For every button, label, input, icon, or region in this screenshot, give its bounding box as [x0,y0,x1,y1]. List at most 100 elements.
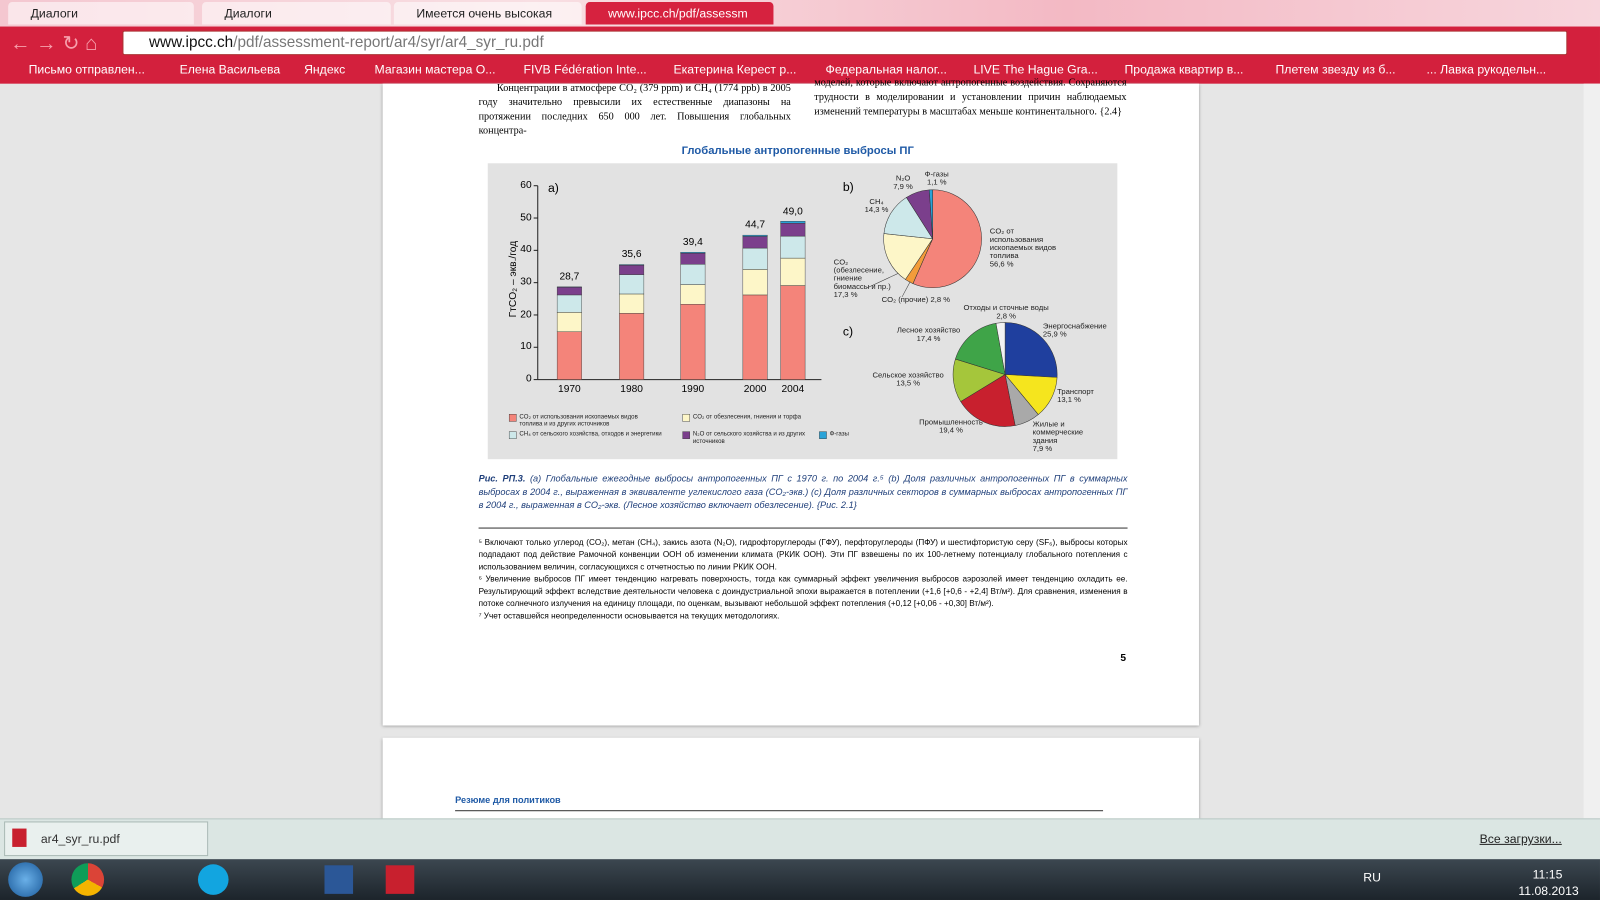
x-tick-label: 2004 [781,383,805,395]
pie-label-value: 7,9 % [1032,443,1053,454]
url[interactable]: www.ipcc.ch/pdf/assessment-report/ar4/sy… [149,34,544,51]
bookmark[interactable]: Екатерина Керест р... [673,62,797,77]
pie-label: CH₄ 14,3 % [861,196,892,215]
total-label: 28,7 [559,271,580,283]
pie-label: Ф-газы 1,1 % [919,170,954,186]
legend-label: CO₂ от обезлесения, гниения и торфа [692,414,802,421]
pie-label-value: 2,8 % [996,311,1016,321]
pie-label-name: Ф-газы [924,169,949,179]
y-tick-label: 30 [520,276,532,288]
pie-label: Промышленность 19,4 % [914,418,987,434]
total-label: 44,7 [745,219,766,232]
bar-segment [780,221,806,224]
pie-label: N₂O 7,9 % [888,174,919,190]
bar-segment [742,247,768,270]
pie-label-name: CH₄ [869,196,884,207]
start-button[interactable] [8,862,43,897]
all-downloads[interactable]: Все загрузки... [1479,831,1562,846]
pdf-icon [12,828,27,847]
bar-segment [619,264,645,266]
pie-label-value: 19,4 % [939,425,963,435]
bookmark[interactable]: LIVE The Hague Gra... [973,62,1098,77]
bar-segment [680,253,706,265]
pie-slice [960,374,1016,427]
pie-label: Транспорт 13,1 % [1057,386,1108,405]
pie-label-value: 13,1 % [1057,394,1081,405]
panel-label: c) [842,324,854,339]
footnote: ⁷ Учет оставшейся неопределенности основ… [478,611,780,621]
y-tick-label: 60 [520,179,532,191]
pie-label: CO₂ от использования ископаемых видов то… [989,227,1061,269]
tab[interactable]: Имеется очень высокая [393,2,582,25]
pie-label-value: 2,8 % [930,294,951,305]
legend-swatch [682,431,690,439]
x-tick-label: 2000 [743,383,767,395]
acrobat-icon[interactable] [385,865,415,894]
legend-label: N₂O от сельского хозяйства и из других и… [692,431,806,445]
bookmark[interactable]: Яндекс [304,62,346,77]
bar-segment [556,331,582,380]
tab-active[interactable]: www.ipcc.ch/pdf/assessm [585,2,774,25]
pie-label-name: Отходы и сточные воды [963,303,1049,313]
bookmark[interactable]: FIVB Fédération Inte... [523,62,647,77]
pie-label-value: 1,1 % [926,177,947,187]
pie-label-value: 25,9 % [1042,329,1067,339]
bar-segment [680,252,706,254]
footnotes: ⁵ Включают только углерод (CO₂), метан (… [479,537,1128,623]
pie-label-name: Транспорт [1057,386,1094,396]
pie-label-name: Лесное хозяйство [896,325,961,335]
word-icon[interactable] [324,865,354,894]
download-file[interactable]: ar4_syr_ru.pdf [40,831,120,846]
x-tick-label: 1990 [681,383,705,395]
pie-label-name: CO₂ (обезлесение, гниение биомассы и пр.… [833,257,891,291]
pie-slice [955,322,1006,375]
caption-label: Рис. РП.3. [478,473,526,484]
tab[interactable]: Диалоги [202,2,391,25]
legend-label: CO₂ от использования ископаемых видов то… [519,414,638,428]
bar-segment [780,235,806,259]
url-host: www.ipcc.ch [148,33,234,52]
bookmark[interactable]: ... Лавка рукодельн... [1426,62,1547,77]
legend-swatch [508,414,517,422]
pie-label-value: 7,9 % [893,181,913,191]
pie-label-name: N₂O [895,173,911,183]
bar-segment [556,286,582,296]
clock[interactable]: 11:15 [1532,867,1563,882]
footnote: ⁶ Увеличение выбросов ПГ имеет тенденцию… [478,574,1128,609]
pie-label-value: 56,6 % [989,259,1014,269]
pie-slice [912,189,982,288]
pie-label: Энергоснабжение 25,9 % [1043,322,1123,338]
panel-label: a) [547,180,559,195]
legend-label: Ф-газы [829,431,849,438]
bookmark[interactable]: Продажа квартир в... [1124,62,1244,77]
tab[interactable]: Диалоги [8,2,194,25]
chrome-icon[interactable] [71,863,105,896]
leader-line [901,281,911,298]
x-tick-label: 1980 [620,383,643,395]
footnote: ⁵ Включают только углерод (CO₂), метан (… [478,537,1128,572]
scrollbar[interactable] [1583,83,1600,819]
bookmark[interactable]: Магазин мастера О... [374,62,496,77]
pie-label-value: 13,5 % [896,378,921,388]
pie-label: CO₂ (прочие) 2,8 % [882,294,951,305]
bookmark[interactable]: Письмо отправлен... [28,62,145,77]
rule [478,527,1128,529]
pie-label-value: 14,3 % [864,205,889,215]
bookmark[interactable]: Плетем звезду из б... [1275,62,1396,77]
pie-label-value: 17,3 % [833,289,858,299]
bookmark[interactable]: Федеральная налог... [825,62,947,77]
skype-icon[interactable] [197,864,229,895]
pie-label-name: Энергоснабжение [1042,321,1107,331]
nav-icons[interactable]: ← → ↻ ⌂ [10,32,98,56]
date[interactable]: 11.08.2013 [1518,883,1579,898]
download-item[interactable] [4,821,209,857]
y-tick-label: 20 [520,308,532,321]
bar-segment [780,257,806,286]
language[interactable]: RU [1363,870,1381,885]
total-label: 49,0 [782,205,803,218]
bookmark[interactable]: Елена Васильева [179,62,281,77]
y-tick-label: 40 [520,244,532,256]
bar-segment [619,274,645,295]
address-bar[interactable] [122,30,1568,56]
